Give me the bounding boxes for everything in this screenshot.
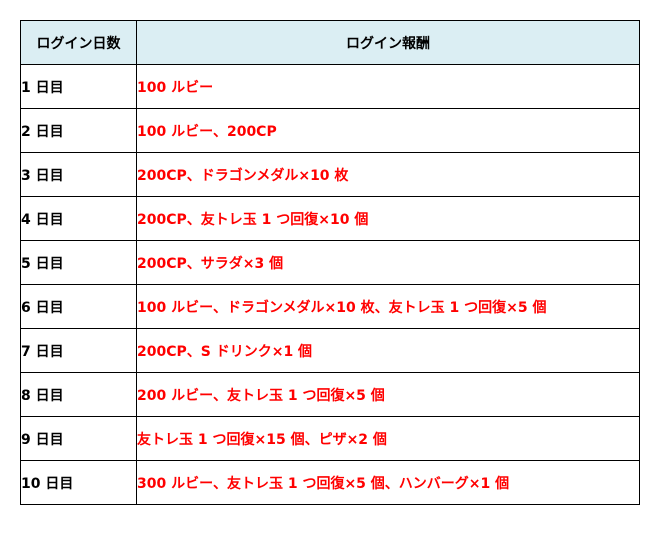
reward-cell: 100 ルビー、200CP — [136, 108, 640, 153]
reward-cell: 200 ルビー、友トレ玉 1 つ回復×5 個 — [136, 372, 640, 417]
reward-cell: 200CP、S ドリンク×1 個 — [136, 328, 640, 373]
table-row: 8 日目 200 ルビー、友トレ玉 1 つ回復×5 個 — [20, 372, 640, 417]
table-body: 1 日目 100 ルビー 2 日目 100 ルビー、200CP 3 日目 200… — [20, 64, 640, 505]
day-cell: 9 日目 — [20, 416, 137, 461]
day-cell: 10 日目 — [20, 460, 137, 505]
reward-cell: 300 ルビー、友トレ玉 1 つ回復×5 個、ハンバーグ×1 個 — [136, 460, 640, 505]
day-cell: 5 日目 — [20, 240, 137, 285]
table-row: 6 日目 100 ルビー、ドラゴンメダル×10 枚、友トレ玉 1 つ回復×5 個 — [20, 284, 640, 329]
day-cell: 7 日目 — [20, 328, 137, 373]
day-cell: 1 日目 — [20, 64, 137, 109]
login-rewards-table: ログイン日数 ログイン報酬 1 日目 100 ルビー 2 日目 100 ルビー、… — [20, 20, 640, 505]
table-row: 2 日目 100 ルビー、200CP — [20, 108, 640, 153]
table-row: 1 日目 100 ルビー — [20, 64, 640, 109]
reward-cell: 200CP、友トレ玉 1 つ回復×10 個 — [136, 196, 640, 241]
table-row: 9 日目 友トレ玉 1 つ回復×15 個、ピザ×2 個 — [20, 416, 640, 461]
day-cell: 3 日目 — [20, 152, 137, 197]
reward-cell: 友トレ玉 1 つ回復×15 個、ピザ×2 個 — [136, 416, 640, 461]
reward-cell: 200CP、サラダ×3 個 — [136, 240, 640, 285]
table-header: ログイン日数 ログイン報酬 — [20, 20, 640, 65]
table-row: 7 日目 200CP、S ドリンク×1 個 — [20, 328, 640, 373]
table-row: 5 日目 200CP、サラダ×3 個 — [20, 240, 640, 285]
header-login-reward: ログイン報酬 — [136, 20, 640, 65]
day-cell: 8 日目 — [20, 372, 137, 417]
header-login-days: ログイン日数 — [20, 20, 137, 65]
day-cell: 6 日目 — [20, 284, 137, 329]
reward-cell: 100 ルビー、ドラゴンメダル×10 枚、友トレ玉 1 つ回復×5 個 — [136, 284, 640, 329]
table-row: 10 日目 300 ルビー、友トレ玉 1 つ回復×5 個、ハンバーグ×1 個 — [20, 460, 640, 505]
table-row: 4 日目 200CP、友トレ玉 1 つ回復×10 個 — [20, 196, 640, 241]
reward-cell: 200CP、ドラゴンメダル×10 枚 — [136, 152, 640, 197]
table-row: 3 日目 200CP、ドラゴンメダル×10 枚 — [20, 152, 640, 197]
reward-cell: 100 ルビー — [136, 64, 640, 109]
header-row: ログイン日数 ログイン報酬 — [20, 20, 640, 65]
day-cell: 4 日目 — [20, 196, 137, 241]
day-cell: 2 日目 — [20, 108, 137, 153]
